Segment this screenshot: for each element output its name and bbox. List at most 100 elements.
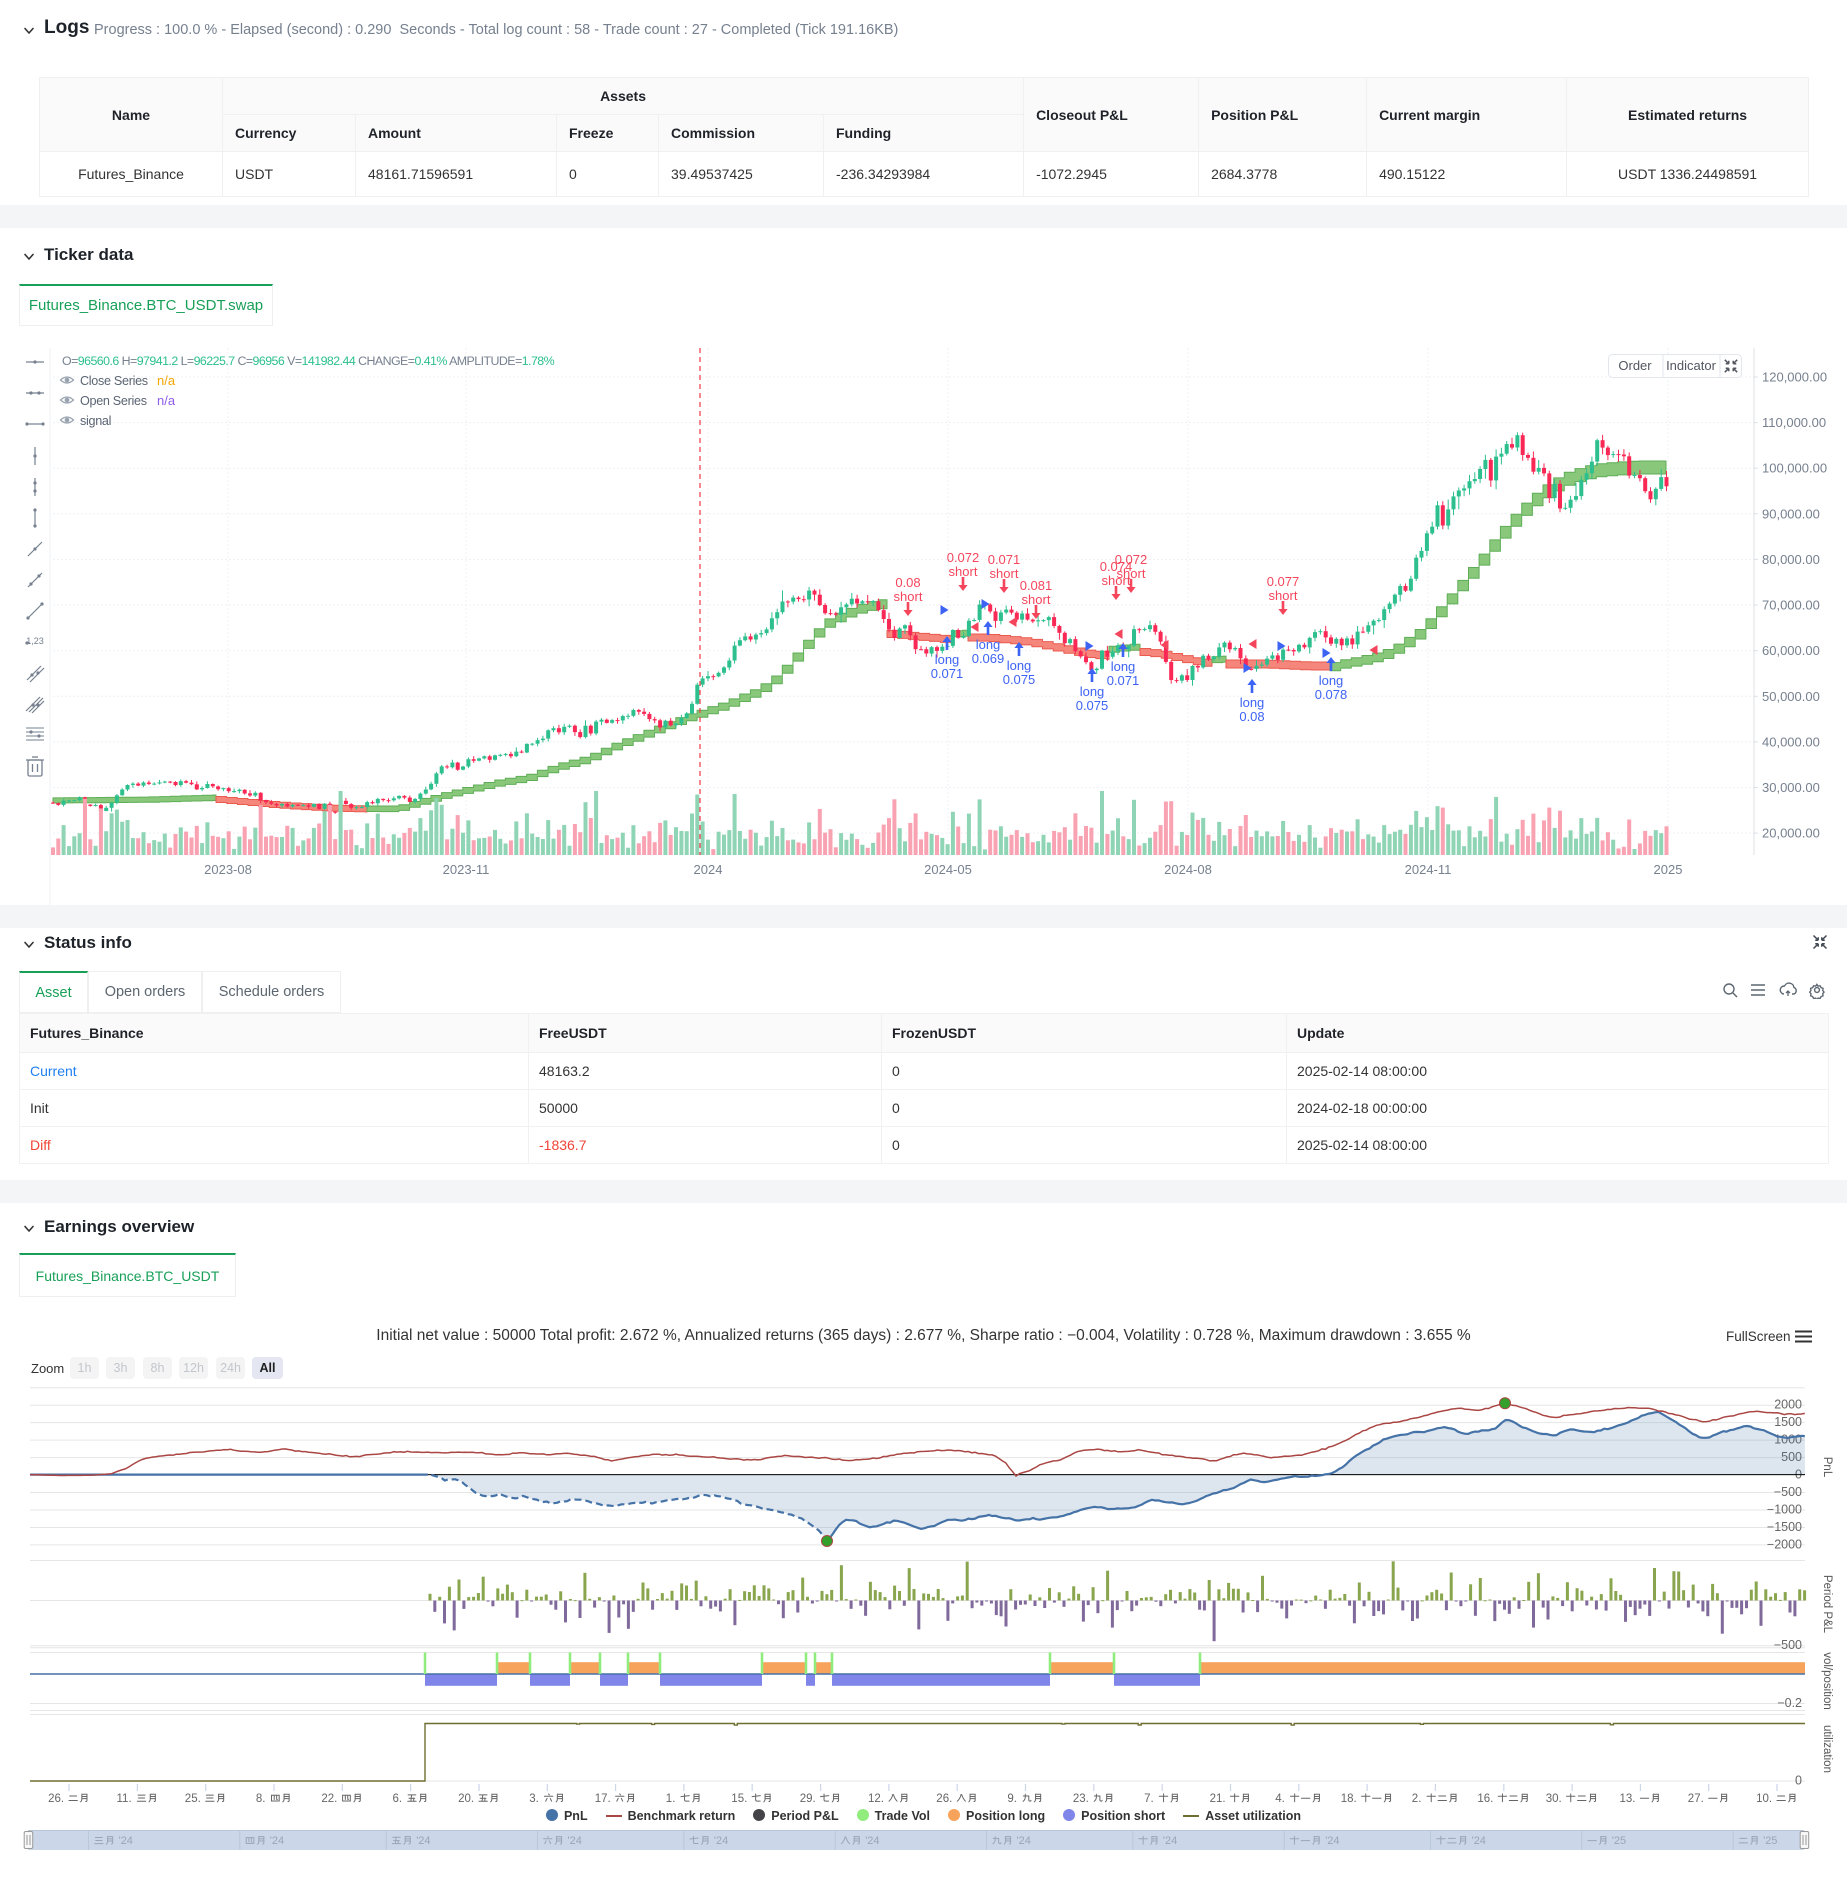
svg-text:vol/position: vol/position: [1821, 1652, 1833, 1710]
svg-text:'24: '24: [1017, 1835, 1031, 1847]
svg-text:1500: 1500: [1774, 1415, 1802, 1429]
svg-text:'25: '25: [1763, 1835, 1777, 1847]
svg-text:26.: 26.: [48, 1793, 64, 1805]
svg-text:1.: 1.: [666, 1793, 676, 1805]
svg-text:'25: '25: [1612, 1835, 1626, 1847]
svg-text:long: long: [976, 637, 1001, 652]
svg-text:utilization: utilization: [1821, 1725, 1833, 1773]
svg-text:short: short: [990, 566, 1019, 581]
svg-text:30,000.00: 30,000.00: [1762, 780, 1820, 795]
svg-text:10.: 10.: [1756, 1793, 1772, 1805]
svg-text:2023-11: 2023-11: [443, 862, 490, 877]
svg-text:−500: −500: [1774, 1638, 1802, 1652]
svg-text:n/a: n/a: [157, 373, 176, 388]
svg-text:21.: 21.: [1210, 1793, 1226, 1805]
svg-text:−1500: −1500: [1767, 1520, 1802, 1534]
svg-text:16.: 16.: [1477, 1793, 1493, 1805]
svg-text:long: long: [1240, 695, 1265, 710]
svg-text:Close Series: Close Series: [80, 374, 148, 388]
svg-text:12.: 12.: [868, 1793, 884, 1805]
svg-text:'24: '24: [1163, 1835, 1177, 1847]
svg-text:short: short: [1022, 592, 1051, 607]
svg-text:n/a: n/a: [157, 393, 176, 408]
svg-text:'24: '24: [568, 1835, 582, 1847]
svg-text:50,000.00: 50,000.00: [1762, 689, 1820, 704]
svg-text:2024: 2024: [694, 862, 723, 877]
svg-text:110,000.00: 110,000.00: [1762, 415, 1826, 430]
svg-text:11.: 11.: [117, 1793, 132, 1805]
svg-text:O=96560.6 H=97941.2 L=96225.7: O=96560.6 H=97941.2 L=96225.7 C=96956 V=…: [62, 354, 555, 368]
svg-text:23.: 23.: [1073, 1793, 1089, 1805]
svg-text:20,000.00: 20,000.00: [1762, 826, 1820, 841]
svg-text:2024-05: 2024-05: [924, 862, 972, 877]
svg-text:29.: 29.: [800, 1793, 816, 1805]
svg-text:20.: 20.: [458, 1793, 474, 1805]
svg-text:'24: '24: [714, 1835, 728, 1847]
svg-text:0.072: 0.072: [1115, 552, 1148, 567]
svg-text:−500: −500: [1774, 1485, 1802, 1499]
svg-text:2.: 2.: [1412, 1793, 1422, 1805]
svg-text:short: short: [1117, 566, 1146, 581]
svg-text:9.: 9.: [1007, 1793, 1017, 1805]
svg-text:−0.2: −0.2: [1777, 1696, 1802, 1710]
svg-text:0.069: 0.069: [972, 651, 1005, 666]
svg-text:long: long: [1111, 659, 1136, 674]
svg-text:8.: 8.: [256, 1793, 266, 1805]
svg-text:short: short: [1269, 588, 1298, 603]
svg-text:27.: 27.: [1688, 1793, 1704, 1805]
svg-text:0.075: 0.075: [1076, 698, 1109, 713]
svg-text:long: long: [935, 652, 960, 667]
svg-text:'24: '24: [270, 1835, 284, 1847]
svg-text:0.074: 0.074: [1100, 559, 1133, 574]
svg-text:0: 0: [1795, 1774, 1802, 1788]
svg-text:4.: 4.: [1275, 1793, 1285, 1805]
svg-text:60,000.00: 60,000.00: [1762, 643, 1820, 658]
svg-text:2025: 2025: [1654, 862, 1683, 877]
svg-text:0.072: 0.072: [947, 550, 980, 565]
svg-text:0.071: 0.071: [988, 552, 1021, 567]
svg-text:'24: '24: [1325, 1835, 1339, 1847]
svg-text:2000: 2000: [1774, 1398, 1802, 1412]
svg-text:Indicator: Indicator: [1666, 358, 1717, 373]
svg-text:0.08: 0.08: [895, 575, 920, 590]
svg-text:0.08: 0.08: [1239, 709, 1264, 724]
svg-text:500: 500: [1781, 1450, 1802, 1464]
svg-text:80,000.00: 80,000.00: [1762, 552, 1820, 567]
svg-text:18.: 18.: [1341, 1793, 1357, 1805]
svg-text:long: long: [1007, 658, 1032, 673]
svg-text:long: long: [1080, 684, 1105, 699]
svg-text:PnL: PnL: [1821, 1457, 1833, 1478]
svg-text:long: long: [1319, 673, 1344, 688]
svg-text:0.081: 0.081: [1020, 578, 1053, 593]
svg-text:90,000.00: 90,000.00: [1762, 506, 1820, 521]
svg-text:2023-08: 2023-08: [204, 862, 252, 877]
svg-text:22.: 22.: [321, 1793, 337, 1805]
svg-text:0.071: 0.071: [931, 666, 964, 681]
svg-text:2024-08: 2024-08: [1164, 862, 1212, 877]
svg-text:15.: 15.: [731, 1793, 747, 1805]
svg-text:13.: 13.: [1620, 1793, 1636, 1805]
svg-text:40,000.00: 40,000.00: [1762, 734, 1820, 749]
svg-text:70,000.00: 70,000.00: [1762, 598, 1820, 613]
svg-text:Open Series: Open Series: [80, 394, 147, 408]
svg-text:0.075: 0.075: [1003, 672, 1036, 687]
svg-text:1,23: 1,23: [26, 636, 44, 646]
svg-text:short: short: [1102, 573, 1131, 588]
svg-text:17.: 17.: [595, 1793, 611, 1805]
svg-text:0.078: 0.078: [1315, 687, 1348, 702]
svg-text:100,000.00: 100,000.00: [1762, 461, 1827, 476]
svg-text:'24: '24: [865, 1835, 879, 1847]
svg-text:26.: 26.: [936, 1793, 952, 1805]
svg-text:Order: Order: [1618, 358, 1652, 373]
svg-text:short: short: [894, 589, 923, 604]
svg-text:25.: 25.: [185, 1793, 201, 1805]
svg-text:−2000: −2000: [1767, 1537, 1802, 1551]
svg-text:0.077: 0.077: [1267, 574, 1300, 589]
svg-text:120,000.00: 120,000.00: [1762, 370, 1827, 385]
svg-text:7.: 7.: [1144, 1793, 1154, 1805]
svg-text:−1000: −1000: [1767, 1503, 1802, 1517]
svg-text:signal: signal: [80, 414, 111, 428]
svg-text:'24: '24: [1472, 1835, 1486, 1847]
svg-text:3.: 3.: [529, 1793, 539, 1805]
svg-text:6.: 6.: [393, 1793, 403, 1805]
